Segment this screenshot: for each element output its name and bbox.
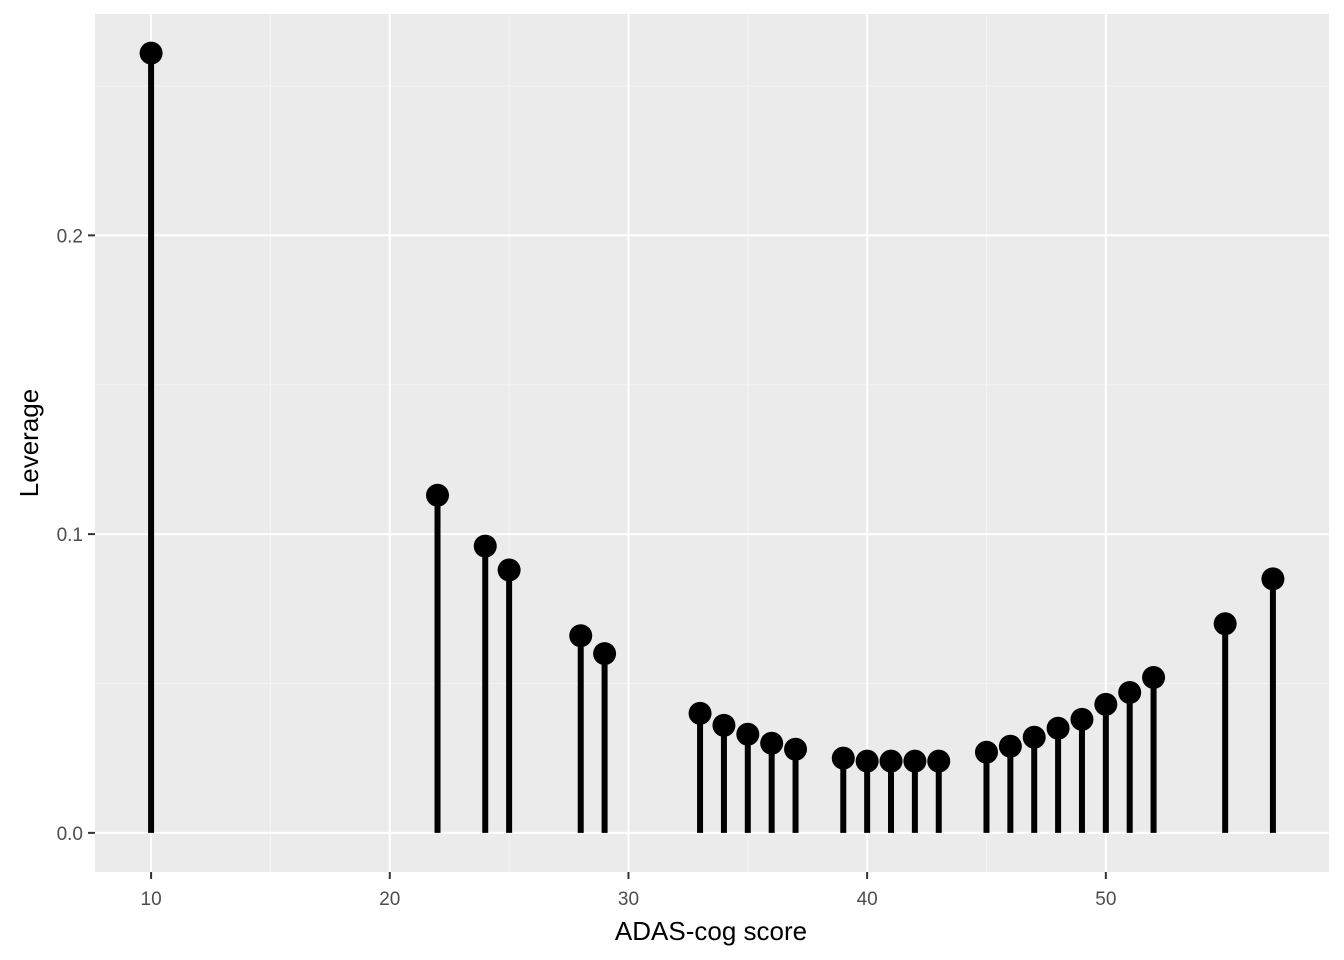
major-gridlines bbox=[95, 14, 1329, 872]
x-tick-label: 30 bbox=[618, 889, 639, 910]
lollipop-point bbox=[473, 534, 497, 558]
y-tick-label: 0.1 bbox=[57, 525, 83, 546]
lollipop-point bbox=[879, 749, 903, 773]
lollipop-point bbox=[1070, 707, 1094, 731]
lollipop-point bbox=[831, 746, 855, 770]
lollipop-point bbox=[1118, 680, 1142, 704]
lollipop-point bbox=[712, 713, 736, 737]
x-axis: 10 20 30 40 50 bbox=[141, 872, 1116, 910]
lollipop-point bbox=[426, 483, 450, 507]
lollipop-point bbox=[1046, 716, 1070, 740]
lollipop-point bbox=[688, 701, 712, 725]
lollipop-point bbox=[903, 749, 927, 773]
lollipop-point bbox=[593, 642, 617, 666]
lollipop-point bbox=[497, 558, 521, 582]
lollipop-stems bbox=[148, 53, 1276, 833]
lollipop-point bbox=[974, 740, 998, 764]
lollipop-point bbox=[1213, 612, 1237, 636]
lollipop-point bbox=[569, 624, 593, 648]
x-tick-label: 40 bbox=[857, 889, 878, 910]
lollipop-point bbox=[855, 749, 879, 773]
x-axis-title: ADAS-cog score bbox=[615, 916, 807, 946]
lollipop-point bbox=[1094, 692, 1118, 716]
lollipop-point bbox=[927, 749, 951, 773]
lollipop-point bbox=[1261, 567, 1285, 591]
lollipop-points bbox=[139, 41, 1285, 773]
y-tick-label: 0.0 bbox=[57, 824, 83, 845]
lollipop-point bbox=[784, 737, 808, 761]
lollipop-point bbox=[1142, 666, 1166, 690]
y-axis: 0.0 0.1 0.2 bbox=[57, 226, 95, 845]
x-tick-label: 10 bbox=[141, 889, 162, 910]
minor-gridlines bbox=[95, 14, 1329, 872]
lollipop-point bbox=[139, 41, 163, 65]
x-tick-label: 20 bbox=[379, 889, 400, 910]
lollipop-point bbox=[998, 734, 1022, 758]
lollipop-point bbox=[760, 731, 784, 755]
lollipop-point bbox=[1022, 725, 1046, 749]
plot-panel bbox=[95, 14, 1329, 872]
x-tick-label: 50 bbox=[1095, 889, 1116, 910]
y-tick-label: 0.2 bbox=[57, 226, 83, 247]
lollipop-point bbox=[736, 722, 760, 746]
y-axis-title: Leverage bbox=[14, 389, 44, 497]
